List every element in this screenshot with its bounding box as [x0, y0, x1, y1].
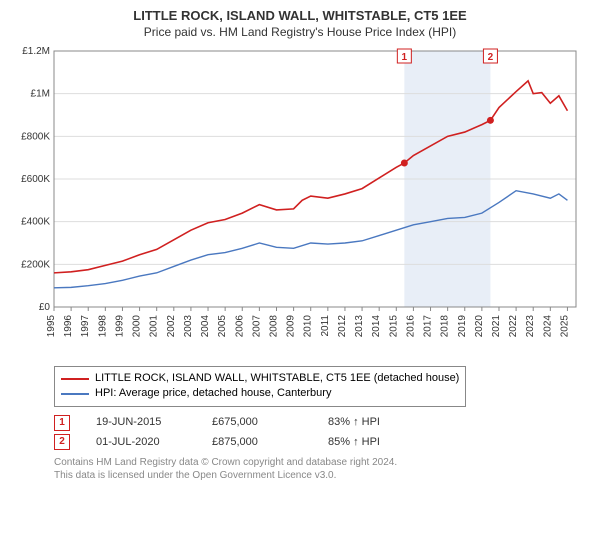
svg-text:2025: 2025: [559, 315, 570, 338]
chart-title: LITTLE ROCK, ISLAND WALL, WHITSTABLE, CT…: [10, 8, 590, 23]
legend-swatch-hpi: [61, 393, 89, 395]
svg-text:£1M: £1M: [31, 89, 50, 100]
svg-text:2014: 2014: [371, 315, 382, 338]
svg-text:2: 2: [488, 52, 494, 63]
marker-date: 01-JUL-2020: [96, 433, 186, 453]
svg-text:£1.2M: £1.2M: [22, 46, 50, 57]
svg-text:2001: 2001: [149, 315, 160, 338]
svg-text:2002: 2002: [166, 315, 177, 338]
line-chart-svg: £0 £200K £400K £600K £800K £1M £1.2M 1995 1996 19…: [10, 45, 590, 355]
legend-label-property: LITTLE ROCK, ISLAND WALL, WHITSTABLE, CT…: [95, 371, 459, 386]
marker-date: 19-JUN-2015: [96, 413, 186, 433]
svg-text:1: 1: [402, 52, 408, 63]
footer-line2: This data is licensed under the Open Gov…: [54, 470, 336, 481]
svg-text:2013: 2013: [354, 315, 365, 338]
marker-badge-2: 2: [54, 434, 70, 450]
svg-text:1997: 1997: [80, 315, 91, 338]
svg-text:£400K: £400K: [21, 217, 50, 228]
svg-text:2012: 2012: [337, 315, 348, 338]
svg-text:2010: 2010: [303, 315, 314, 338]
svg-text:2024: 2024: [542, 315, 553, 338]
svg-text:2018: 2018: [440, 315, 451, 338]
svg-text:2022: 2022: [508, 315, 519, 338]
svg-text:2003: 2003: [183, 315, 194, 338]
marker-price: £875,000: [212, 433, 302, 453]
svg-text:2006: 2006: [234, 315, 245, 338]
svg-text:2021: 2021: [491, 315, 502, 338]
marker-vs-hpi: 85% ↑ HPI: [328, 433, 418, 453]
svg-text:2009: 2009: [286, 315, 297, 338]
chart-subtitle: Price paid vs. HM Land Registry's House …: [10, 25, 590, 39]
legend-label-hpi: HPI: Average price, detached house, Cant…: [95, 386, 331, 401]
svg-text:2011: 2011: [320, 315, 331, 337]
legend-swatch-property: [61, 378, 89, 380]
marker-price: £675,000: [212, 413, 302, 433]
svg-text:2007: 2007: [251, 315, 262, 338]
legend-row-hpi: HPI: Average price, detached house, Cant…: [61, 386, 459, 401]
svg-text:2015: 2015: [388, 315, 399, 338]
legend: LITTLE ROCK, ISLAND WALL, WHITSTABLE, CT…: [54, 366, 466, 407]
marker-vs-hpi: 83% ↑ HPI: [328, 413, 418, 433]
svg-text:2019: 2019: [457, 315, 468, 338]
svg-text:2005: 2005: [217, 315, 228, 338]
svg-text:1998: 1998: [97, 315, 108, 338]
svg-text:2000: 2000: [132, 315, 143, 338]
svg-text:2008: 2008: [268, 315, 279, 338]
marker-badge-1: 1: [54, 415, 70, 431]
svg-text:1996: 1996: [63, 315, 74, 338]
svg-text:1995: 1995: [46, 315, 57, 338]
svg-text:£0: £0: [39, 302, 51, 313]
svg-text:2016: 2016: [405, 315, 416, 338]
svg-text:1999: 1999: [114, 315, 125, 338]
sale-markers-table: 1 19-JUN-2015 £675,000 83% ↑ HPI 2 01-JU…: [54, 413, 590, 453]
svg-text:£600K: £600K: [21, 174, 50, 185]
chart-area: £0 £200K £400K £600K £800K £1M £1.2M 1995 1996 19…: [10, 45, 590, 360]
svg-text:£200K: £200K: [21, 259, 50, 270]
svg-text:2023: 2023: [525, 315, 536, 338]
svg-text:£800K: £800K: [21, 131, 50, 142]
sale-marker-row: 1 19-JUN-2015 £675,000 83% ↑ HPI: [54, 413, 590, 433]
svg-text:2004: 2004: [200, 315, 211, 338]
footer-attribution: Contains HM Land Registry data © Crown c…: [54, 456, 590, 482]
footer-line1: Contains HM Land Registry data © Crown c…: [54, 457, 397, 468]
legend-row-property: LITTLE ROCK, ISLAND WALL, WHITSTABLE, CT…: [61, 371, 459, 386]
svg-text:2020: 2020: [474, 315, 485, 338]
svg-text:2017: 2017: [423, 315, 434, 338]
sale-marker-row: 2 01-JUL-2020 £875,000 85% ↑ HPI: [54, 433, 590, 453]
